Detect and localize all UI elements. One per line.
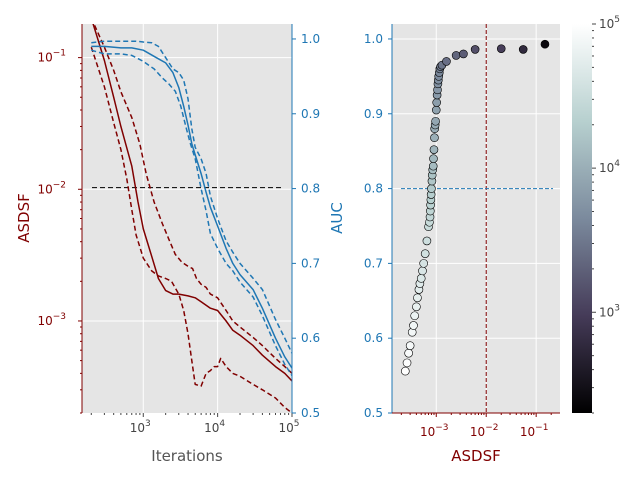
scatter-point [420,249,430,258]
scatter-x-tick-label: 10−2 [470,423,499,439]
right-y-tick-label: 0.9 [301,107,320,121]
scatter-y-tick-label: 1.0 [364,32,383,46]
right-y-tick-label: 1.0 [301,32,320,46]
right-y-axis-label: AUC [328,202,346,234]
colorbar-gradient [572,24,592,413]
left-x-tick-label: 104 [204,419,225,435]
scatter-point [413,293,422,303]
left-x-tick-label: 103 [130,419,151,435]
colorbar-tick-label: 105 [599,15,620,31]
scatter-point [405,341,415,350]
left-marks [90,24,292,413]
left-x-tick-label: 105 [278,419,299,435]
right-y-tick-label: 0.7 [301,256,320,270]
scatter-point [540,39,550,49]
right-ticks: 10−3 10−2 10−1 0.5 0.6 0.7 0.8 0.9 1.0 [364,32,552,439]
scatter-y-tick-label: 0.7 [364,256,383,270]
asdsf-bound-line [90,46,292,413]
scatter-point [470,45,480,54]
scatter-point [442,57,451,66]
scatter-point [431,116,440,126]
scatter-point [431,105,441,115]
scatter-point [451,51,461,60]
left-y-tick-label: 10−2 [37,180,66,196]
scatter-point [412,302,421,312]
colorbar-tick-label: 103 [599,303,620,319]
right-plot-background [392,24,560,413]
colorbar-tick-label: 104 [599,159,620,175]
right-marks [401,24,553,413]
scatter-point [496,44,506,53]
right-y-tick-label: 0.6 [301,331,320,345]
scatter-x-tick-label: 10−1 [520,423,549,439]
scatter-point [401,366,410,376]
scatter-y-tick-label: 0.8 [364,182,383,196]
scatter-point [419,259,428,268]
scatter-y-tick-label: 0.9 [364,107,383,121]
right-panel: 10−3 10−2 10−1 0.5 0.6 0.7 0.8 0.9 1.0 ASDSF [364,24,560,465]
left-y-tick-label: 10−3 [37,312,66,328]
scatter-point [402,358,412,368]
auc-median-line [91,45,292,369]
scatter-point [409,321,418,330]
scatter-point [459,49,468,59]
right-y-tick-label: 0.5 [301,406,320,420]
auc-bound-line [91,40,292,354]
scatter-x-tick-label: 10−3 [420,423,449,439]
scatter-point [427,184,436,193]
scatter-y-tick-label: 0.6 [364,331,383,345]
left-y-tick-label: 10−1 [37,49,66,65]
scatter-point [518,45,528,54]
scatter-point [429,154,438,163]
colorbar-ticks: 103 104 105 [592,15,620,414]
left-x-axis-label: Iterations [151,447,223,465]
scatter-point [410,311,419,321]
left-panel: 103 104 10510−310−210−10.50.60.70.80.91.0 … [15,24,346,465]
left-y-axis-label: ASDSF [15,193,33,242]
scatter-point [432,98,441,107]
asdsf-median-line [92,24,292,382]
scatter-y-tick-label: 0.5 [364,406,383,420]
colorbar: 103 104 105 [572,15,620,414]
scatter-point [416,274,426,283]
scatter-point [404,348,413,358]
left-plot-background [82,24,292,413]
scatter-x-axis-label: ASDSF [451,447,500,465]
scatter-point [422,236,432,246]
left-ticks: 103 104 105 10−3 10−2 10−1 0.5 0.6 0.7 0.8 0.9 1.0 [37,32,320,435]
scatter-point [429,145,439,154]
asdsf-bound-line [93,24,292,374]
scatter-point [418,266,427,276]
right-y-tick-label: 0.8 [301,182,320,196]
scatter-point [428,161,438,171]
scatter-point [430,133,439,143]
auc-bound-line [91,49,292,377]
